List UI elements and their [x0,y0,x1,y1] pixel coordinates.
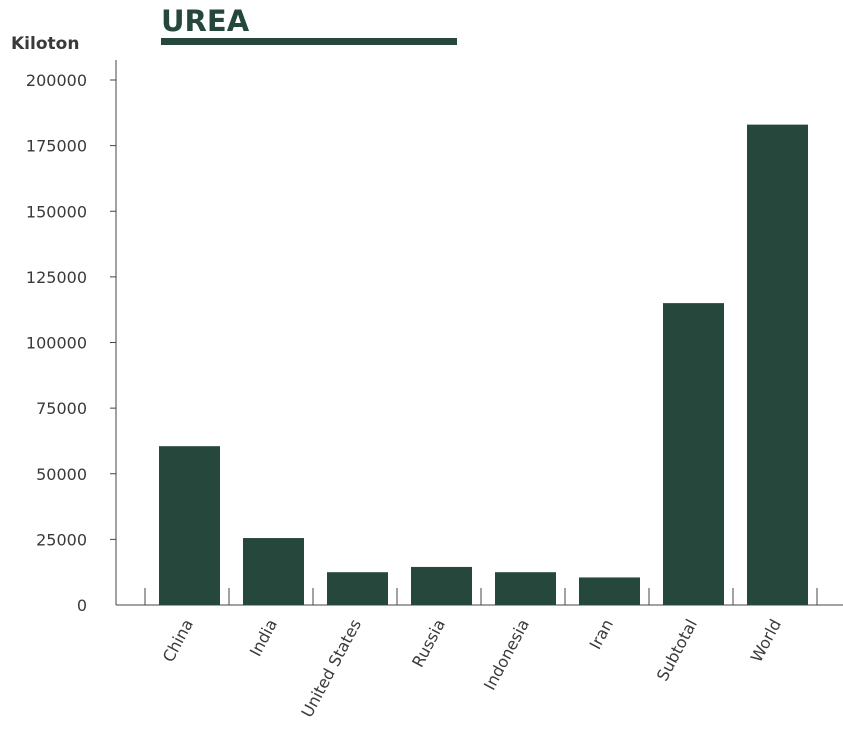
bar [663,303,724,605]
y-tick-label: 100000 [26,334,87,353]
x-tick-label: Subtotal [653,616,701,684]
x-tick-label: United States [297,616,365,721]
title-underline [161,38,457,45]
x-tick-label: China [159,616,197,665]
x-tick-label: India [246,616,281,660]
x-tick-label: World [747,616,785,665]
y-tick-label: 50000 [36,465,87,484]
y-tick-label: 200000 [26,71,87,90]
bars [159,124,808,605]
y-axis: 0 25000 50000 75000 100000 125000 150000 175000… [26,60,117,615]
bar [411,566,472,605]
bar [495,572,556,605]
bar [243,538,304,605]
x-tick-label: Iran [586,616,617,653]
x-tick-label: Russia [408,616,449,670]
y-tick-label: 75000 [36,399,87,418]
x-tick-labels: China India United States Russia Indonesia Ir… [159,616,785,721]
y-tick-label: 0 [77,596,87,615]
bar [327,572,388,605]
bar [159,446,220,605]
chart-title: UREA [161,4,250,38]
y-tick-label: 125000 [26,268,87,287]
y-tick-label: 25000 [36,530,87,549]
y-tick-label: 175000 [26,137,87,156]
y-axis-label: Kiloton [11,34,79,54]
bar [747,124,808,605]
y-tick-label: 150000 [26,202,87,221]
bar [579,577,640,605]
x-tick-label: Indonesia [480,616,533,693]
x-axis [116,588,843,606]
